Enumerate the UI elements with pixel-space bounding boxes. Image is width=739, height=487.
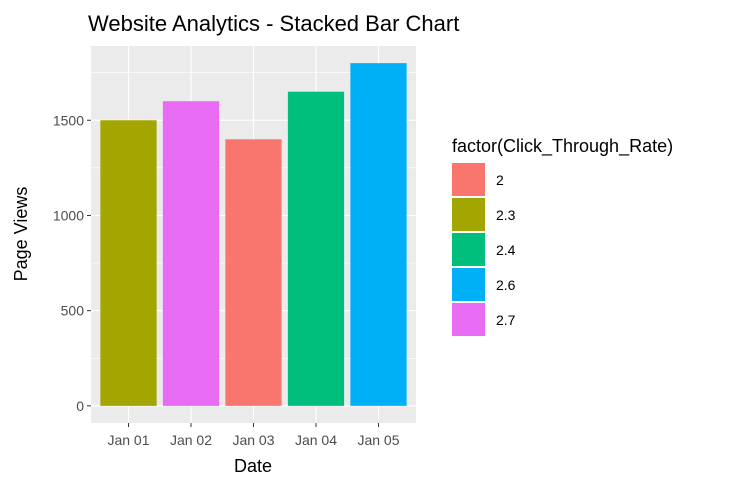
legend-swatch [452,233,485,266]
legend-label: 2 [496,172,504,188]
bar-5 [350,63,407,406]
legend-label: 2.3 [496,207,516,223]
bar-1 [100,120,157,406]
legend-label: 2.4 [496,242,516,258]
x-tick-label: Jan 02 [170,432,212,448]
legend-swatch [452,198,485,231]
legend-swatch [452,163,485,196]
chart-title: Website Analytics - Stacked Bar Chart [88,11,459,36]
bar-4 [287,91,345,406]
legend-label: 2.6 [496,277,516,293]
legend-swatch [452,303,485,336]
x-axis-title: Date [234,456,272,476]
y-tick-label: 1500 [53,112,84,128]
x-axis: Jan 01 Jan 02 Jan 03 Jan 04 Jan 05 [107,423,400,448]
y-tick-label: 1000 [53,207,84,223]
x-tick-label: Jan 04 [295,432,337,448]
y-tick-label: 500 [61,303,85,319]
legend-label: 2.7 [496,312,516,328]
legend-swatch [452,268,485,301]
y-axis-title: Page Views [11,187,31,282]
legend-title: factor(Click_Through_Rate) [452,136,673,157]
bar-3 [225,139,282,406]
x-tick-label: Jan 01 [107,432,149,448]
bars [100,63,407,406]
x-tick-label: Jan 05 [357,432,399,448]
x-tick-label: Jan 03 [232,432,274,448]
bar-2 [162,101,220,406]
legend: factor(Click_Through_Rate) 2 2.3 2.4 2.6 2.7 [452,136,673,336]
y-axis: 0 500 1000 1500 [53,112,91,414]
y-tick-label: 0 [76,398,84,414]
